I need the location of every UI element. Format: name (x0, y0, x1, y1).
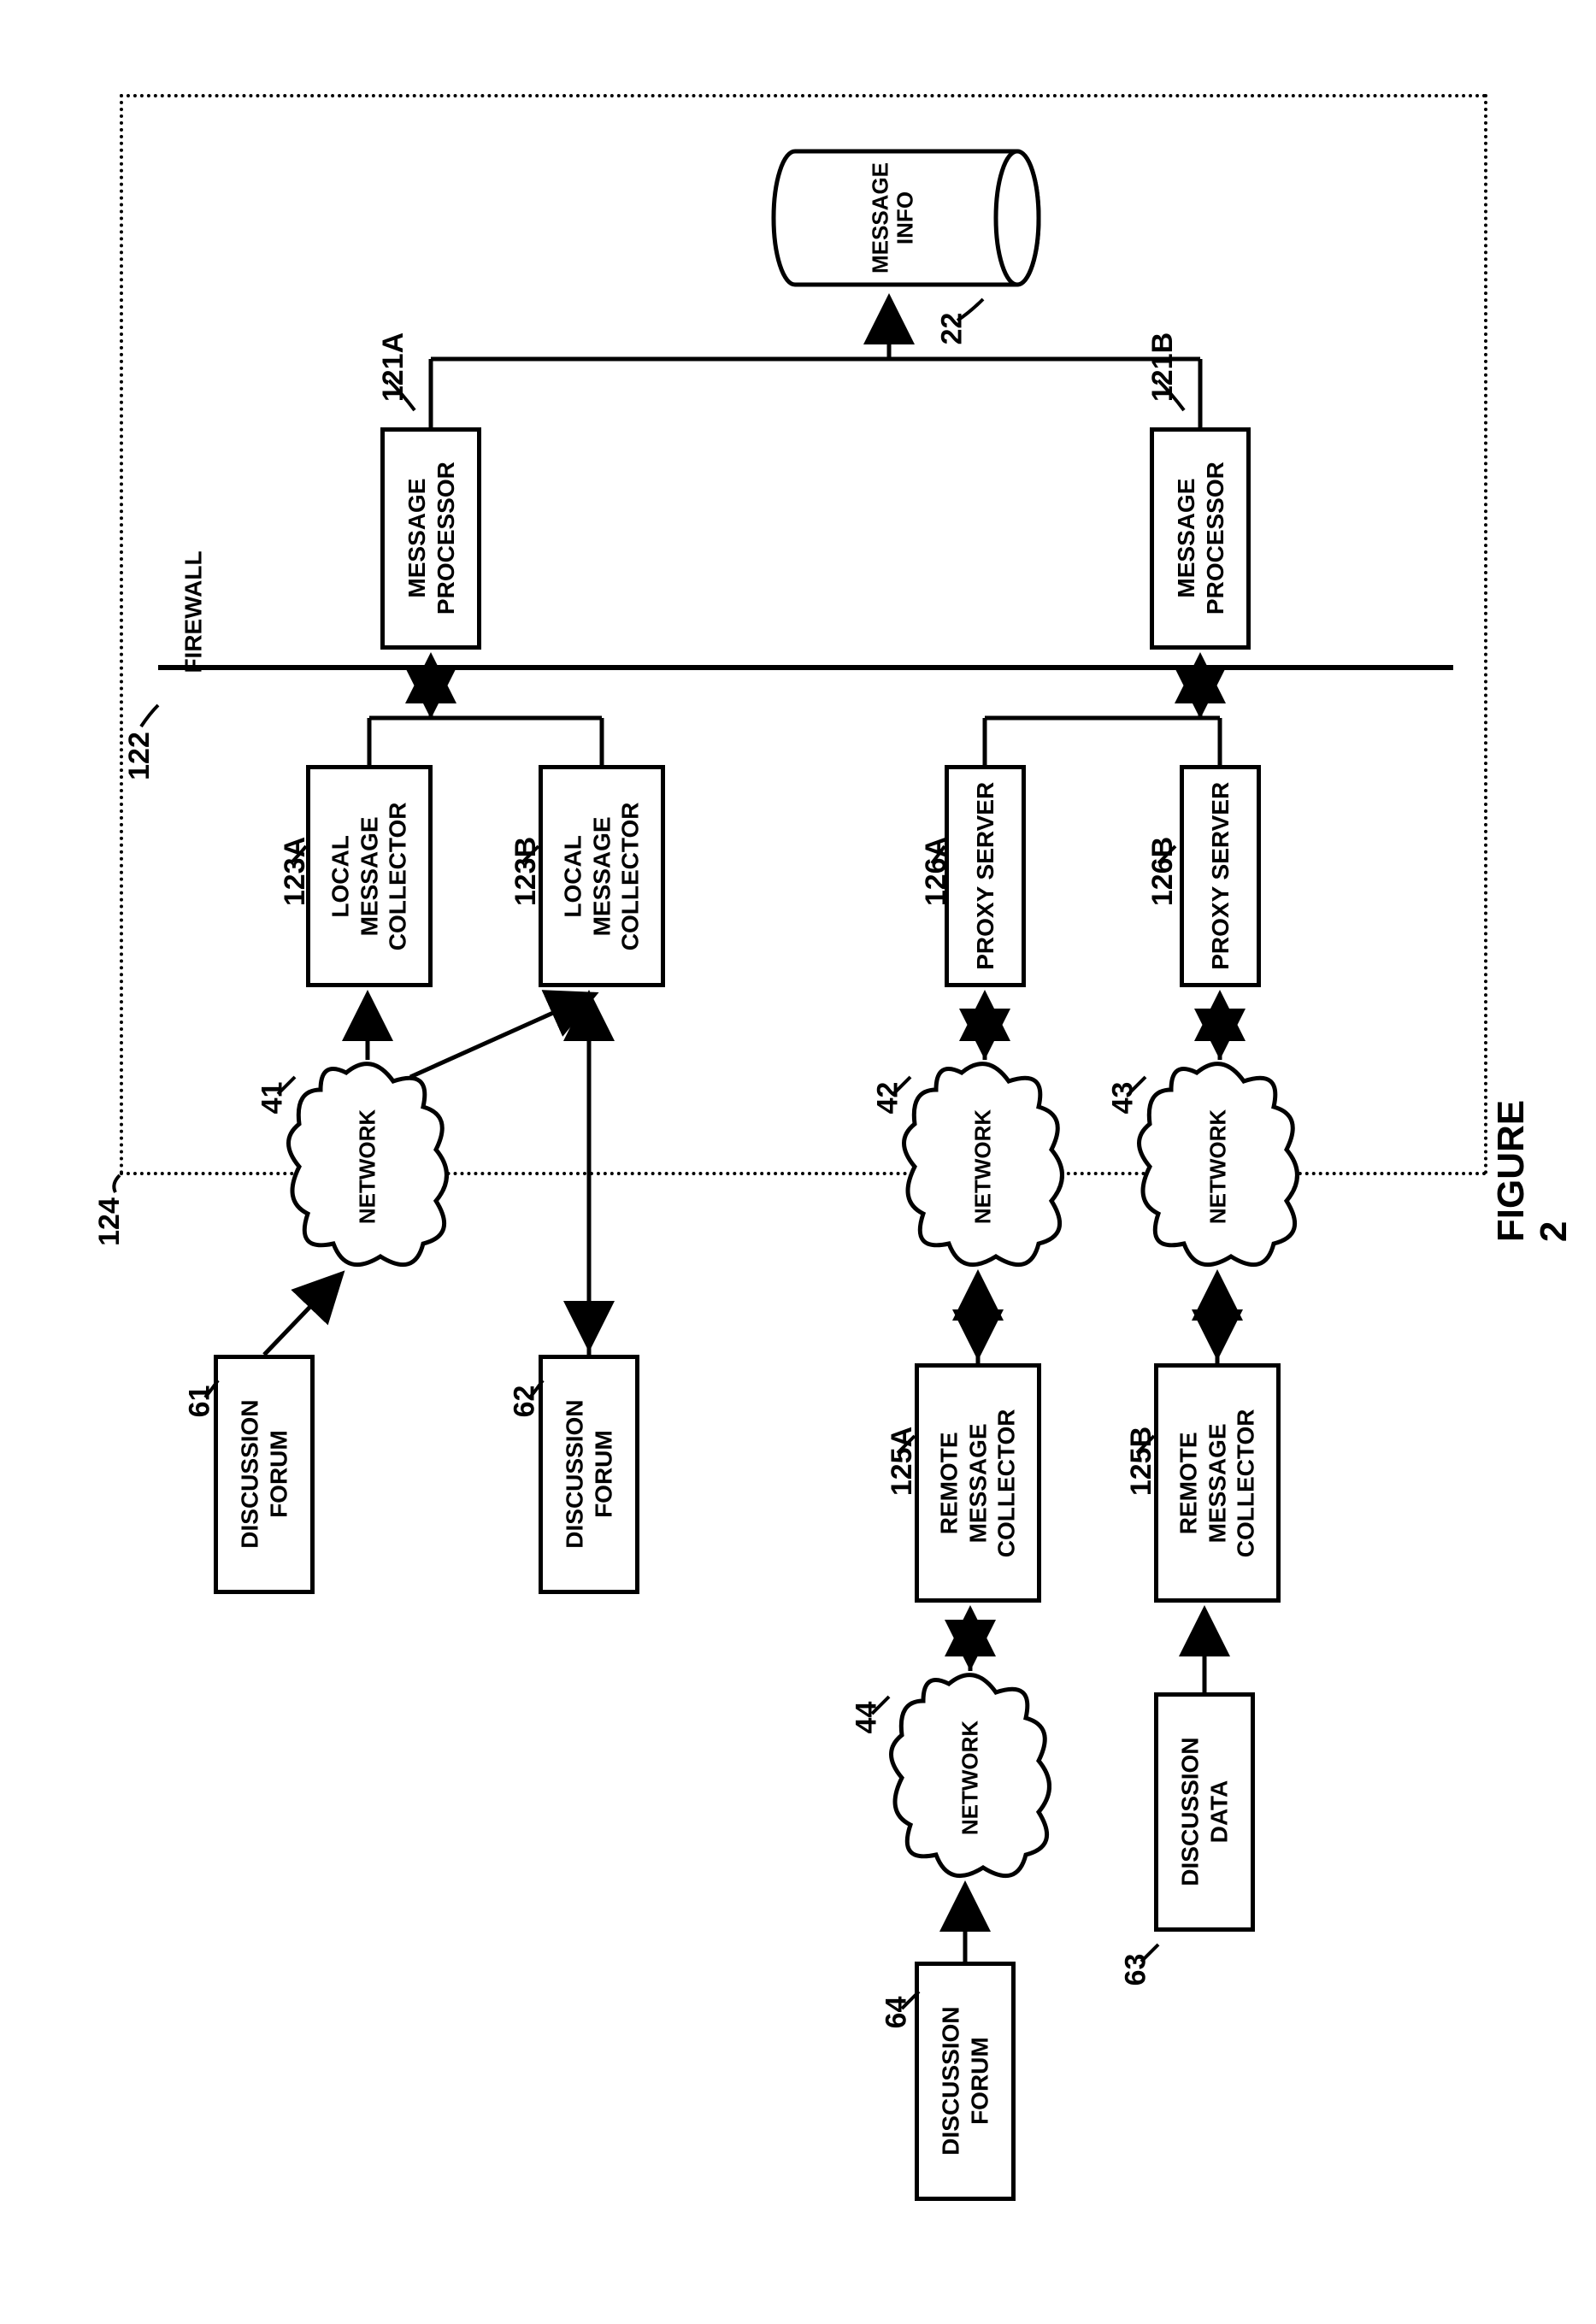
discussion-forum-62: DISCUSSIONFORUM (539, 1355, 639, 1594)
la-l2: MESSAGE (356, 816, 382, 936)
db-label-1: MESSAGE (867, 162, 892, 274)
proxy-server-a: PROXY SERVER (945, 765, 1026, 987)
ra-l3: COLLECTOR (993, 1409, 1020, 1557)
ref-122: 122 (123, 732, 156, 780)
discussion-forum-61: DISCUSSIONFORUM (214, 1355, 315, 1594)
d62-l2: FORUM (590, 1431, 616, 1519)
network-44: NETWORK (889, 1667, 1051, 1889)
ref-124: 124 (93, 1197, 127, 1246)
remote-collector-a: REMOTEMESSAGECOLLECTOR (915, 1363, 1041, 1603)
ref-126b: 126B (1146, 837, 1180, 906)
pb-l1: PROXY SERVER (1207, 782, 1234, 970)
db-label-2: INFO (892, 191, 917, 244)
net42-label: NETWORK (970, 1109, 997, 1224)
message-info-db: MESSAGE INFO (769, 145, 1043, 291)
ref-126a: 126A (920, 837, 953, 906)
ref-121a: 121A (377, 332, 410, 402)
d64-l1: DISCUSSION (937, 2007, 963, 2156)
net43-label: NETWORK (1205, 1109, 1232, 1224)
rb-l2: MESSAGE (1204, 1423, 1230, 1543)
mp-a-l1: MESSAGE (403, 479, 429, 598)
ref-42: 42 (871, 1082, 904, 1115)
d61-l2: FORUM (265, 1431, 292, 1519)
message-processor-b: MESSAGEPROCESSOR (1150, 427, 1251, 650)
ref-41: 41 (256, 1082, 289, 1115)
lb-l3: COLLECTOR (617, 802, 644, 950)
ref-61: 61 (183, 1386, 216, 1418)
firewall-line (158, 665, 1453, 670)
diagram-container: FIREWALL MESSAGE INFO MESSAGEPROCESSOR M… (34, 34, 1562, 2290)
net44-label: NETWORK (957, 1721, 984, 1835)
mp-b-l2: PROCESSOR (1201, 462, 1228, 615)
remote-collector-b: REMOTEMESSAGECOLLECTOR (1154, 1363, 1281, 1603)
discussion-forum-64: DISCUSSIONFORUM (915, 1962, 1016, 2201)
mp-a-l2: PROCESSOR (432, 462, 458, 615)
lb-l1: LOCAL (560, 835, 586, 917)
ref-44: 44 (850, 1702, 883, 1734)
la-l1: LOCAL (327, 835, 354, 917)
ref-62: 62 (508, 1386, 541, 1418)
ref-22: 22 (935, 313, 969, 345)
net41-label: NETWORK (355, 1109, 381, 1224)
ref-43: 43 (1106, 1082, 1140, 1115)
d64-l2: FORUM (966, 2038, 992, 2126)
rb-l3: COLLECTOR (1233, 1409, 1259, 1557)
d61-l1: DISCUSSION (236, 1400, 262, 1549)
figure-title: FIGURE 2 (1490, 1100, 1575, 1242)
network-42: NETWORK (902, 1056, 1064, 1278)
ref-64: 64 (880, 1997, 913, 2029)
la-l3: COLLECTOR (385, 802, 411, 950)
ref-123b: 123B (509, 837, 543, 906)
network-43: NETWORK (1137, 1056, 1299, 1278)
local-collector-b: LOCALMESSAGECOLLECTOR (539, 765, 665, 987)
local-collector-a: LOCALMESSAGECOLLECTOR (306, 765, 433, 987)
d63-l2: DATA (1205, 1780, 1232, 1844)
d63-l1: DISCUSSION (1176, 1738, 1203, 1886)
ref-125b: 125B (1125, 1427, 1158, 1496)
ra-l2: MESSAGE (964, 1423, 991, 1543)
pa-l1: PROXY SERVER (972, 782, 998, 970)
lb-l2: MESSAGE (588, 816, 615, 936)
discussion-data-63: DISCUSSIONDATA (1154, 1692, 1255, 1932)
message-processor-a: MESSAGEPROCESSOR (380, 427, 481, 650)
network-41: NETWORK (286, 1056, 449, 1278)
rb-l1: REMOTE (1175, 1432, 1202, 1534)
ref-123a: 123A (279, 837, 312, 906)
d62-l1: DISCUSSION (561, 1400, 587, 1549)
proxy-server-b: PROXY SERVER (1180, 765, 1261, 987)
firewall-label: FIREWALL (180, 550, 208, 673)
ref-63: 63 (1119, 1954, 1152, 1986)
ref-125a: 125A (886, 1427, 919, 1496)
ref-121b: 121B (1146, 332, 1180, 402)
ra-l1: REMOTE (936, 1432, 963, 1534)
mp-b-l1: MESSAGE (1172, 479, 1198, 598)
